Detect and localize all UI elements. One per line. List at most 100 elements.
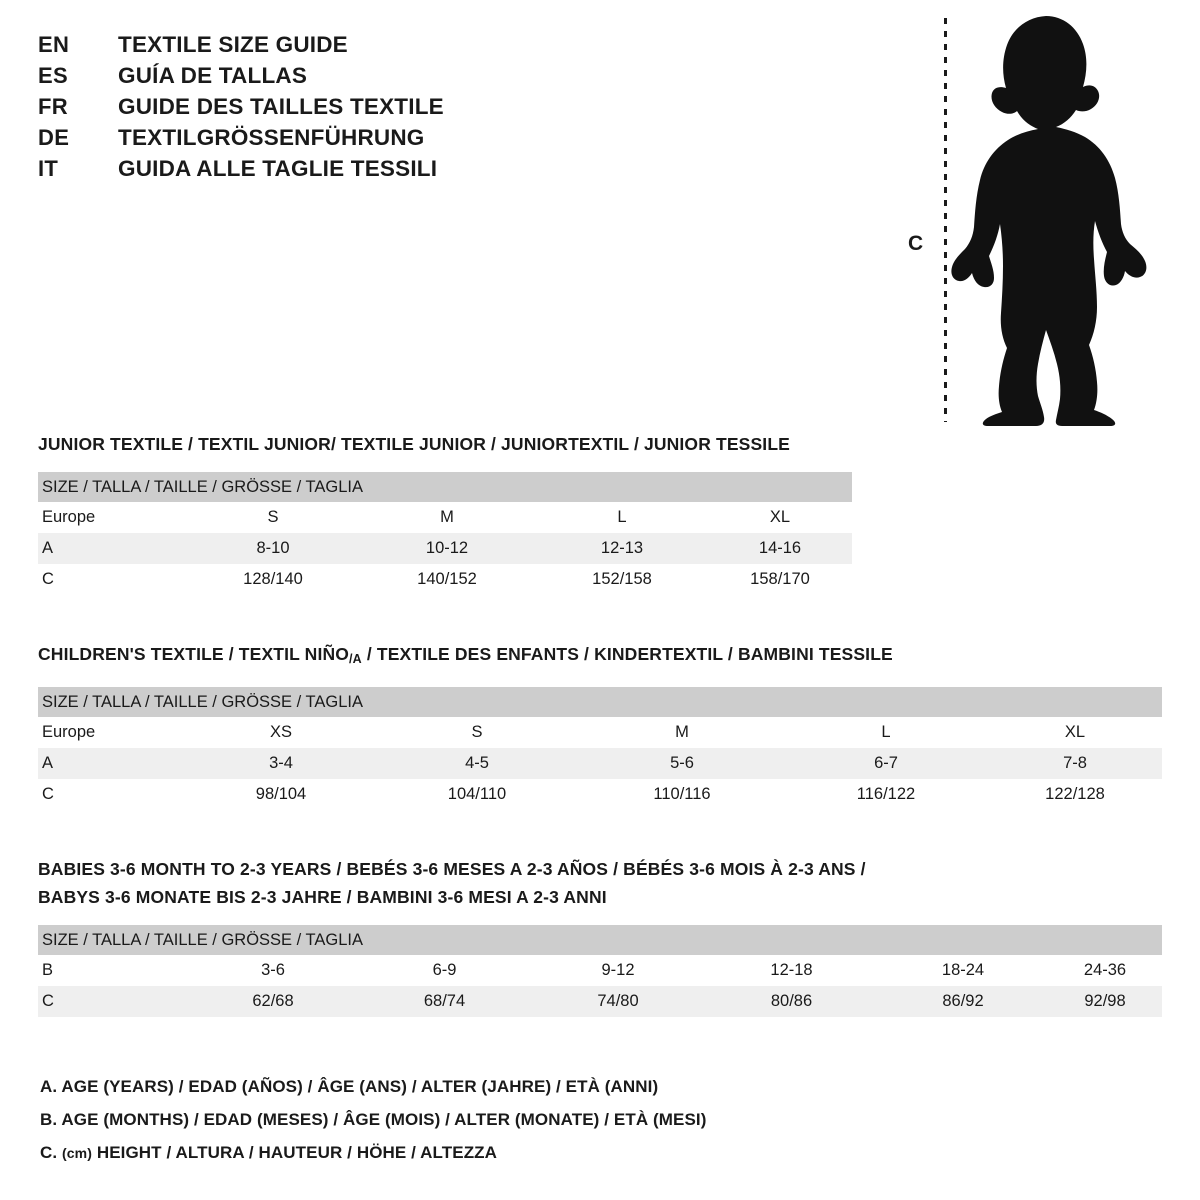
children-a-xl: 7-8 <box>988 748 1162 779</box>
section-title-children-pre: CHILDREN'S TEXTILE / TEXTIL NIÑO <box>38 644 350 664</box>
language-code-fr: FR <box>38 94 68 119</box>
junior-europe-l: L <box>536 502 708 533</box>
language-title-fr: GUIDE DES TAILLES TEXTILE <box>118 94 444 119</box>
children-c-m: 110/116 <box>580 779 784 810</box>
junior-c-l: 152/158 <box>536 564 708 595</box>
section-title-children-sub: /A <box>349 652 362 666</box>
children-europe-m: M <box>580 717 784 748</box>
babies-b-6-9: 6-9 <box>358 955 531 986</box>
legend-row-c-unit: (cm) <box>62 1145 92 1161</box>
legend-row-c-pre: C. <box>40 1143 63 1162</box>
height-marker-label: C <box>908 232 924 255</box>
babies-row-c: C 62/68 68/74 74/80 80/86 86/92 92/98 <box>38 986 1162 1017</box>
children-row-europe: Europe XS S M L XL <box>38 717 1162 748</box>
junior-row-europe: Europe S M L XL <box>38 502 852 533</box>
children-row-c: C 98/104 104/110 110/116 116/122 122/128 <box>38 779 1162 810</box>
children-row-c-label: C <box>38 779 188 810</box>
language-code-de: DE <box>38 125 70 150</box>
children-a-s: 4-5 <box>374 748 580 779</box>
legend-row-c: C. (cm) HEIGHT / ALTURA / HAUTEUR / HÖHE… <box>40 1136 940 1170</box>
babies-b-9-12: 9-12 <box>531 955 705 986</box>
babies-row-c-label: C <box>38 986 188 1017</box>
junior-row-a-label: A <box>38 533 188 564</box>
junior-a-xl: 14-16 <box>708 533 852 564</box>
junior-a-s: 8-10 <box>188 533 358 564</box>
language-row-es: ES GUÍA DE TALLAS <box>38 63 598 94</box>
babies-c-9-12: 74/80 <box>531 986 705 1017</box>
section-title-babies-line2: BABYS 3-6 MONATE BIS 2-3 JAHRE / BAMBINI… <box>38 887 607 907</box>
legend-row-a: A. AGE (YEARS) / EDAD (AÑOS) / ÂGE (ANS)… <box>40 1077 659 1096</box>
children-row-europe-label: Europe <box>38 717 188 748</box>
language-header-block: EN TEXTILE SIZE GUIDE ES GUÍA DE TALLAS … <box>38 32 598 187</box>
height-dotted-line-icon <box>944 18 947 422</box>
children-c-s: 104/110 <box>374 779 580 810</box>
children-a-m: 5-6 <box>580 748 784 779</box>
babies-size-table: SIZE / TALLA / TAILLE / GRÖSSE / TAGLIA … <box>38 925 1162 1017</box>
junior-europe-xl: XL <box>708 502 852 533</box>
section-children: CHILDREN'S TEXTILE / TEXTIL NIÑO/A / TEX… <box>38 640 1162 810</box>
babies-b-18-24: 18-24 <box>878 955 1048 986</box>
babies-c-6-9: 68/74 <box>358 986 531 1017</box>
children-size-table: SIZE / TALLA / TAILLE / GRÖSSE / TAGLIA … <box>38 687 1162 810</box>
children-row-a: A 3-4 4-5 5-6 6-7 7-8 <box>38 748 1162 779</box>
language-title-it: GUIDA ALLE TAGLIE TESSILI <box>118 156 438 181</box>
section-title-children: CHILDREN'S TEXTILE / TEXTIL NIÑO/A / TEX… <box>38 640 1162 673</box>
junior-a-l: 12-13 <box>536 533 708 564</box>
language-code-en: EN <box>38 32 70 57</box>
children-europe-xs: XS <box>188 717 374 748</box>
language-row-it: IT GUIDA ALLE TAGLIE TESSILI <box>38 156 598 187</box>
section-title-children-post: / TEXTILE DES ENFANTS / KINDERTEXTIL / B… <box>361 644 893 664</box>
language-code-it: IT <box>38 156 59 181</box>
children-a-l: 6-7 <box>784 748 988 779</box>
babies-b-3-6: 3-6 <box>188 955 358 986</box>
junior-band-header-row: SIZE / TALLA / TAILLE / GRÖSSE / TAGLIA <box>38 472 852 502</box>
children-c-l: 116/122 <box>784 779 988 810</box>
children-europe-xl: XL <box>988 717 1162 748</box>
toddler-silhouette-icon <box>951 16 1147 426</box>
language-code-es: ES <box>38 63 68 88</box>
junior-band-header-label: SIZE / TALLA / TAILLE / GRÖSSE / TAGLIA <box>38 472 852 502</box>
babies-band-header-row: SIZE / TALLA / TAILLE / GRÖSSE / TAGLIA <box>38 925 1162 955</box>
junior-size-table: SIZE / TALLA / TAILLE / GRÖSSE / TAGLIA … <box>38 472 852 595</box>
babies-b-24-36: 24-36 <box>1048 955 1162 986</box>
children-europe-l: L <box>784 717 988 748</box>
children-band-header-label: SIZE / TALLA / TAILLE / GRÖSSE / TAGLIA <box>38 687 1162 717</box>
language-title-de: TEXTILGRÖSSENFÜHRUNG <box>118 125 425 150</box>
language-title-en: TEXTILE SIZE GUIDE <box>118 32 348 57</box>
section-title-babies-line1: BABIES 3-6 MONTH TO 2-3 YEARS / BEBÉS 3-… <box>38 859 866 879</box>
legend-row-b: B. AGE (MONTHS) / EDAD (MESES) / ÂGE (MO… <box>40 1110 707 1129</box>
babies-c-3-6: 62/68 <box>188 986 358 1017</box>
language-title-es: GUÍA DE TALLAS <box>118 63 308 88</box>
legend-block: A. AGE (YEARS) / EDAD (AÑOS) / ÂGE (ANS)… <box>40 1070 940 1170</box>
babies-c-24-36: 92/98 <box>1048 986 1162 1017</box>
children-a-xs: 3-4 <box>188 748 374 779</box>
section-babies: BABIES 3-6 MONTH TO 2-3 YEARS / BEBÉS 3-… <box>38 855 1162 1017</box>
legend-row-c-post: HEIGHT / ALTURA / HAUTEUR / HÖHE / ALTEZ… <box>92 1143 498 1162</box>
height-figure-block: C <box>900 14 1150 426</box>
language-row-en: EN TEXTILE SIZE GUIDE <box>38 32 598 63</box>
children-c-xs: 98/104 <box>188 779 374 810</box>
junior-c-xl: 158/170 <box>708 564 852 595</box>
babies-row-b: B 3-6 6-9 9-12 12-18 18-24 24-36 <box>38 955 1162 986</box>
babies-c-18-24: 86/92 <box>878 986 1048 1017</box>
junior-c-s: 128/140 <box>188 564 358 595</box>
children-band-header-row: SIZE / TALLA / TAILLE / GRÖSSE / TAGLIA <box>38 687 1162 717</box>
section-title-junior: JUNIOR TEXTILE / TEXTIL JUNIOR/ TEXTILE … <box>38 434 790 454</box>
babies-b-12-18: 12-18 <box>705 955 878 986</box>
junior-row-c-label: C <box>38 564 188 595</box>
junior-row-europe-label: Europe <box>38 502 188 533</box>
junior-a-m: 10-12 <box>358 533 536 564</box>
babies-c-12-18: 80/86 <box>705 986 878 1017</box>
children-row-a-label: A <box>38 748 188 779</box>
language-row-de: DE TEXTILGRÖSSENFÜHRUNG <box>38 125 598 156</box>
children-c-xl: 122/128 <box>988 779 1162 810</box>
junior-europe-s: S <box>188 502 358 533</box>
babies-band-header-label: SIZE / TALLA / TAILLE / GRÖSSE / TAGLIA <box>38 925 1162 955</box>
junior-row-c: C 128/140 140/152 152/158 158/170 <box>38 564 852 595</box>
language-row-fr: FR GUIDE DES TAILLES TEXTILE <box>38 94 598 125</box>
junior-europe-m: M <box>358 502 536 533</box>
junior-row-a: A 8-10 10-12 12-13 14-16 <box>38 533 852 564</box>
section-junior: JUNIOR TEXTILE / TEXTIL JUNIOR/ TEXTILE … <box>38 430 852 595</box>
babies-row-b-label: B <box>38 955 188 986</box>
